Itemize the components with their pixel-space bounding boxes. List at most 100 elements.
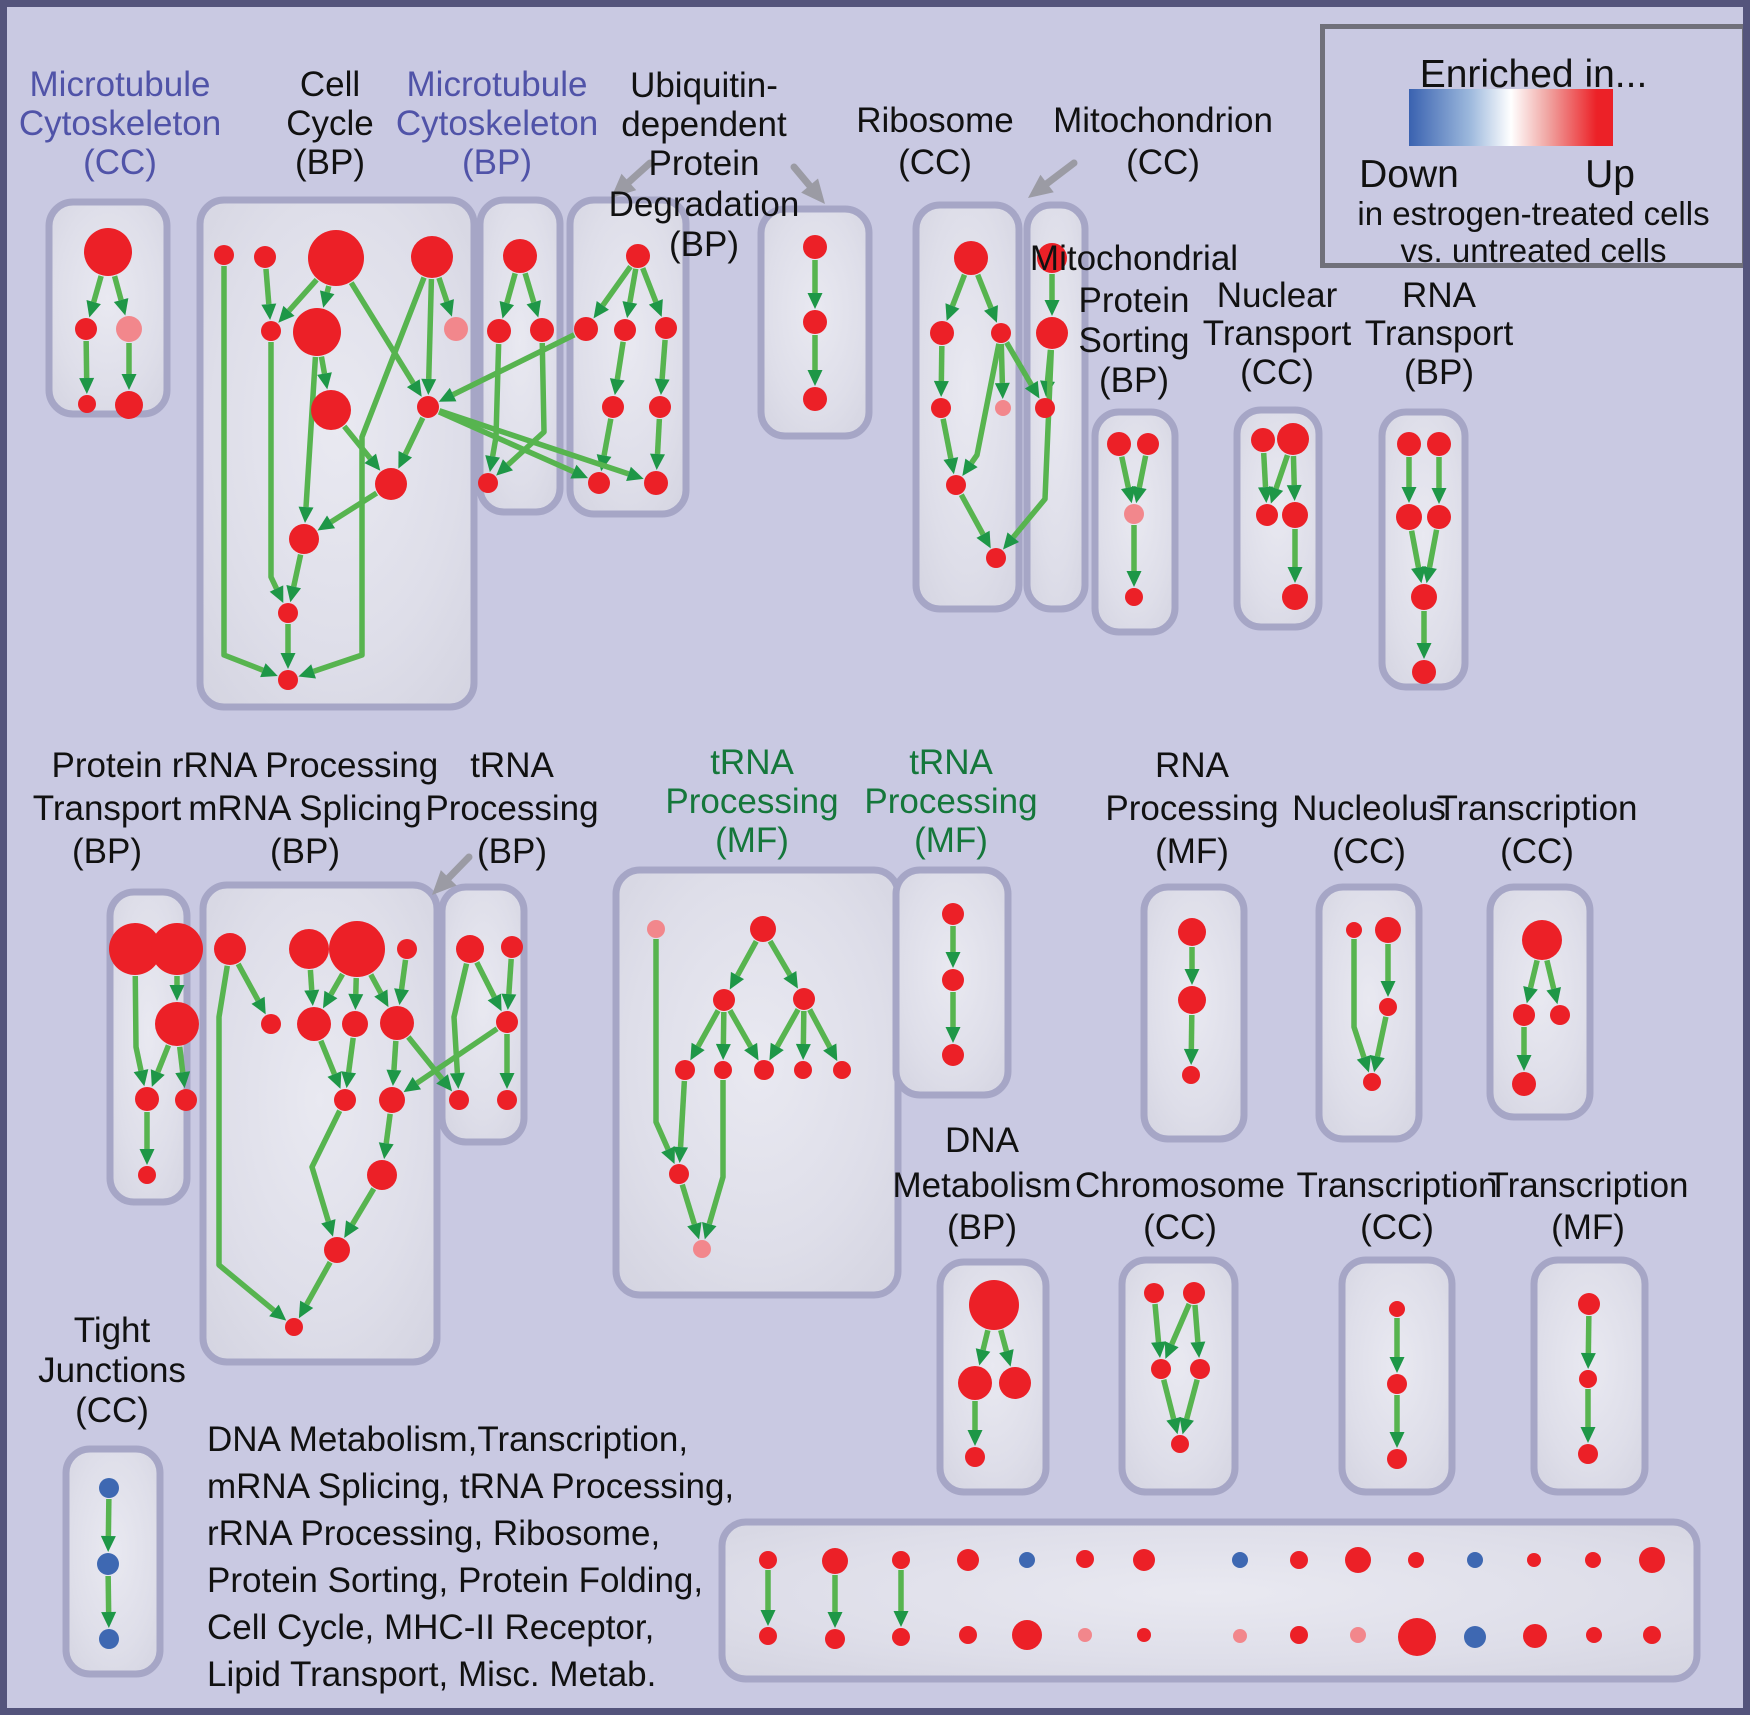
arrowhead-icon	[139, 1149, 155, 1165]
go-term-node-r1	[954, 241, 988, 275]
label-pointer-arrowhead-icon	[432, 870, 457, 895]
go-term-node-q8	[380, 1006, 414, 1040]
go-term-node-mm3	[1387, 1449, 1407, 1469]
edge-f2-f3	[735, 939, 759, 977]
arrowhead-icon	[1268, 486, 1284, 504]
arrowhead-icon	[690, 1042, 705, 1061]
edge-k1-k3	[998, 1329, 1010, 1352]
edge-r3-r5	[998, 343, 1006, 384]
arrowhead-icon	[760, 1610, 776, 1626]
go-term-node-h2	[1178, 986, 1206, 1014]
edge-n1-n3	[1260, 452, 1269, 488]
edge-f1-f10	[653, 939, 671, 1151]
go-term-node-n5	[1282, 584, 1308, 610]
go-term-node-tb5	[497, 1090, 517, 1110]
go-term-node-h1	[1178, 918, 1206, 946]
go-term-node-t1	[1397, 432, 1421, 456]
cluster-label-trna-processing-mf-2: (MF)	[914, 821, 988, 860]
arrowhead-icon	[715, 1043, 731, 1061]
go-network-diagram: MicrotubuleCytoskeleton(CC)CellCycle(BP)…	[19, 65, 1701, 1683]
cluster-label-rna-processing-mf: RNA	[1155, 746, 1230, 785]
cluster-label-trna-processing-bp: Processing	[425, 789, 598, 828]
arrowhead-icon	[378, 1142, 394, 1160]
cluster-label-nucleolus: Nucleolus	[1292, 789, 1446, 828]
go-term-node-h3	[1182, 1066, 1200, 1084]
arrowhead-icon	[439, 299, 454, 317]
go-term-node-hub	[417, 396, 439, 418]
go-term-node-m3	[1035, 398, 1055, 418]
arrowhead-icon	[133, 1069, 149, 1087]
misc-note-line: Cell Cycle, MHC-II Receptor,	[207, 1608, 655, 1647]
edge-c2-c5	[263, 268, 272, 305]
go-term-node-o3	[99, 1629, 119, 1649]
arrowhead-icon	[499, 301, 515, 319]
arrowhead-icon	[943, 457, 959, 475]
arrowhead-icon	[1024, 380, 1040, 399]
go-term-node-i2	[1375, 917, 1401, 943]
go-term-node-w15	[1232, 1552, 1248, 1568]
arrowhead-icon	[364, 453, 381, 471]
arrowhead-icon	[1044, 300, 1060, 316]
edge-r3-m3	[1004, 341, 1034, 387]
go-term-node-t5	[1411, 584, 1437, 610]
go-term-node-r6	[946, 475, 966, 495]
cluster-label-microtubule-bp: (BP)	[462, 143, 532, 182]
edge-r1-r3	[975, 273, 994, 309]
edge-c3-hub	[348, 281, 416, 385]
go-term-node-w21	[1408, 1552, 1424, 1568]
misc-note-line: rRNA Processing, Ribosome,	[207, 1514, 661, 1553]
arrowhead-icon	[526, 300, 541, 318]
go-term-node-c2	[254, 246, 276, 268]
arrowhead-icon	[406, 379, 422, 397]
go-term-node-u4	[602, 396, 624, 418]
arrowhead-icon	[945, 952, 961, 968]
arrowhead-icon	[348, 993, 364, 1011]
arrowhead-icon	[496, 459, 514, 476]
cluster-label-nuclear-transport: (CC)	[1240, 353, 1314, 392]
go-term-node-w10	[1012, 1620, 1042, 1650]
edge-c8-c9	[342, 424, 373, 461]
cluster-label-mito-protein-sorting: Mitochondrial	[1030, 239, 1238, 278]
arrowhead-icon	[1431, 488, 1447, 504]
cluster-label-mito-protein-sorting: Protein	[1079, 281, 1190, 320]
cluster-label-trna-processing-bp: tRNA	[470, 746, 554, 785]
cluster-label-transcription-cc-2: (CC)	[1360, 1208, 1434, 1247]
edge-q9-q12	[309, 1109, 343, 1223]
arrowhead-icon	[251, 996, 266, 1015]
cluster-box-misc-terms	[718, 1518, 1701, 1683]
edge-pt1-pt4	[132, 975, 144, 1072]
cluster-label-rrna-processing-mrna-splicing: (BP)	[270, 832, 340, 871]
arrowhead-icon	[1416, 643, 1432, 659]
go-term-node-w20	[1350, 1627, 1366, 1643]
edge-f3-f7	[727, 1009, 753, 1048]
cluster-label-cell-cycle: Cycle	[286, 104, 374, 143]
legend-subtitle-2: vs. untreated cells	[1400, 232, 1667, 269]
arrowhead-icon	[744, 1042, 759, 1061]
arrowhead-icon	[113, 298, 129, 316]
arrowhead-icon	[999, 1349, 1014, 1367]
cluster-label-rrna-processing-mrna-splicing: rRNA Processing	[172, 746, 438, 785]
arrowhead-icon	[967, 1430, 983, 1446]
cluster-label-rna-transport: RNA	[1402, 276, 1477, 315]
edge-mb3-mb4	[506, 342, 547, 467]
arrowhead-icon	[487, 993, 502, 1012]
edge-c1-c12	[221, 266, 264, 673]
cluster-label-tight-junctions: (CC)	[75, 1391, 149, 1430]
go-term-node-w19	[1345, 1547, 1371, 1573]
edge-q1-q5	[235, 962, 261, 1002]
edge-c6-c8	[318, 356, 328, 375]
go-term-node-w12	[1078, 1628, 1092, 1642]
go-term-node-mc1	[84, 228, 132, 276]
go-term-node-r2	[930, 321, 954, 345]
go-term-node-w2	[759, 1627, 777, 1645]
go-term-node-p2	[1137, 433, 1159, 455]
cluster-label-ubiquitin-degradation: Ubiquitin-	[630, 66, 778, 105]
edge-f3-f5	[695, 1009, 721, 1048]
cluster-label-trna-processing-mf-1: tRNA	[710, 743, 794, 782]
cluster-label-mito-protein-sorting: Sorting	[1079, 321, 1190, 360]
arrowhead-icon	[673, 1146, 689, 1164]
edge-u0-u3	[640, 267, 659, 303]
go-term-node-w30	[1643, 1626, 1661, 1644]
go-term-node-f11	[693, 1240, 711, 1258]
